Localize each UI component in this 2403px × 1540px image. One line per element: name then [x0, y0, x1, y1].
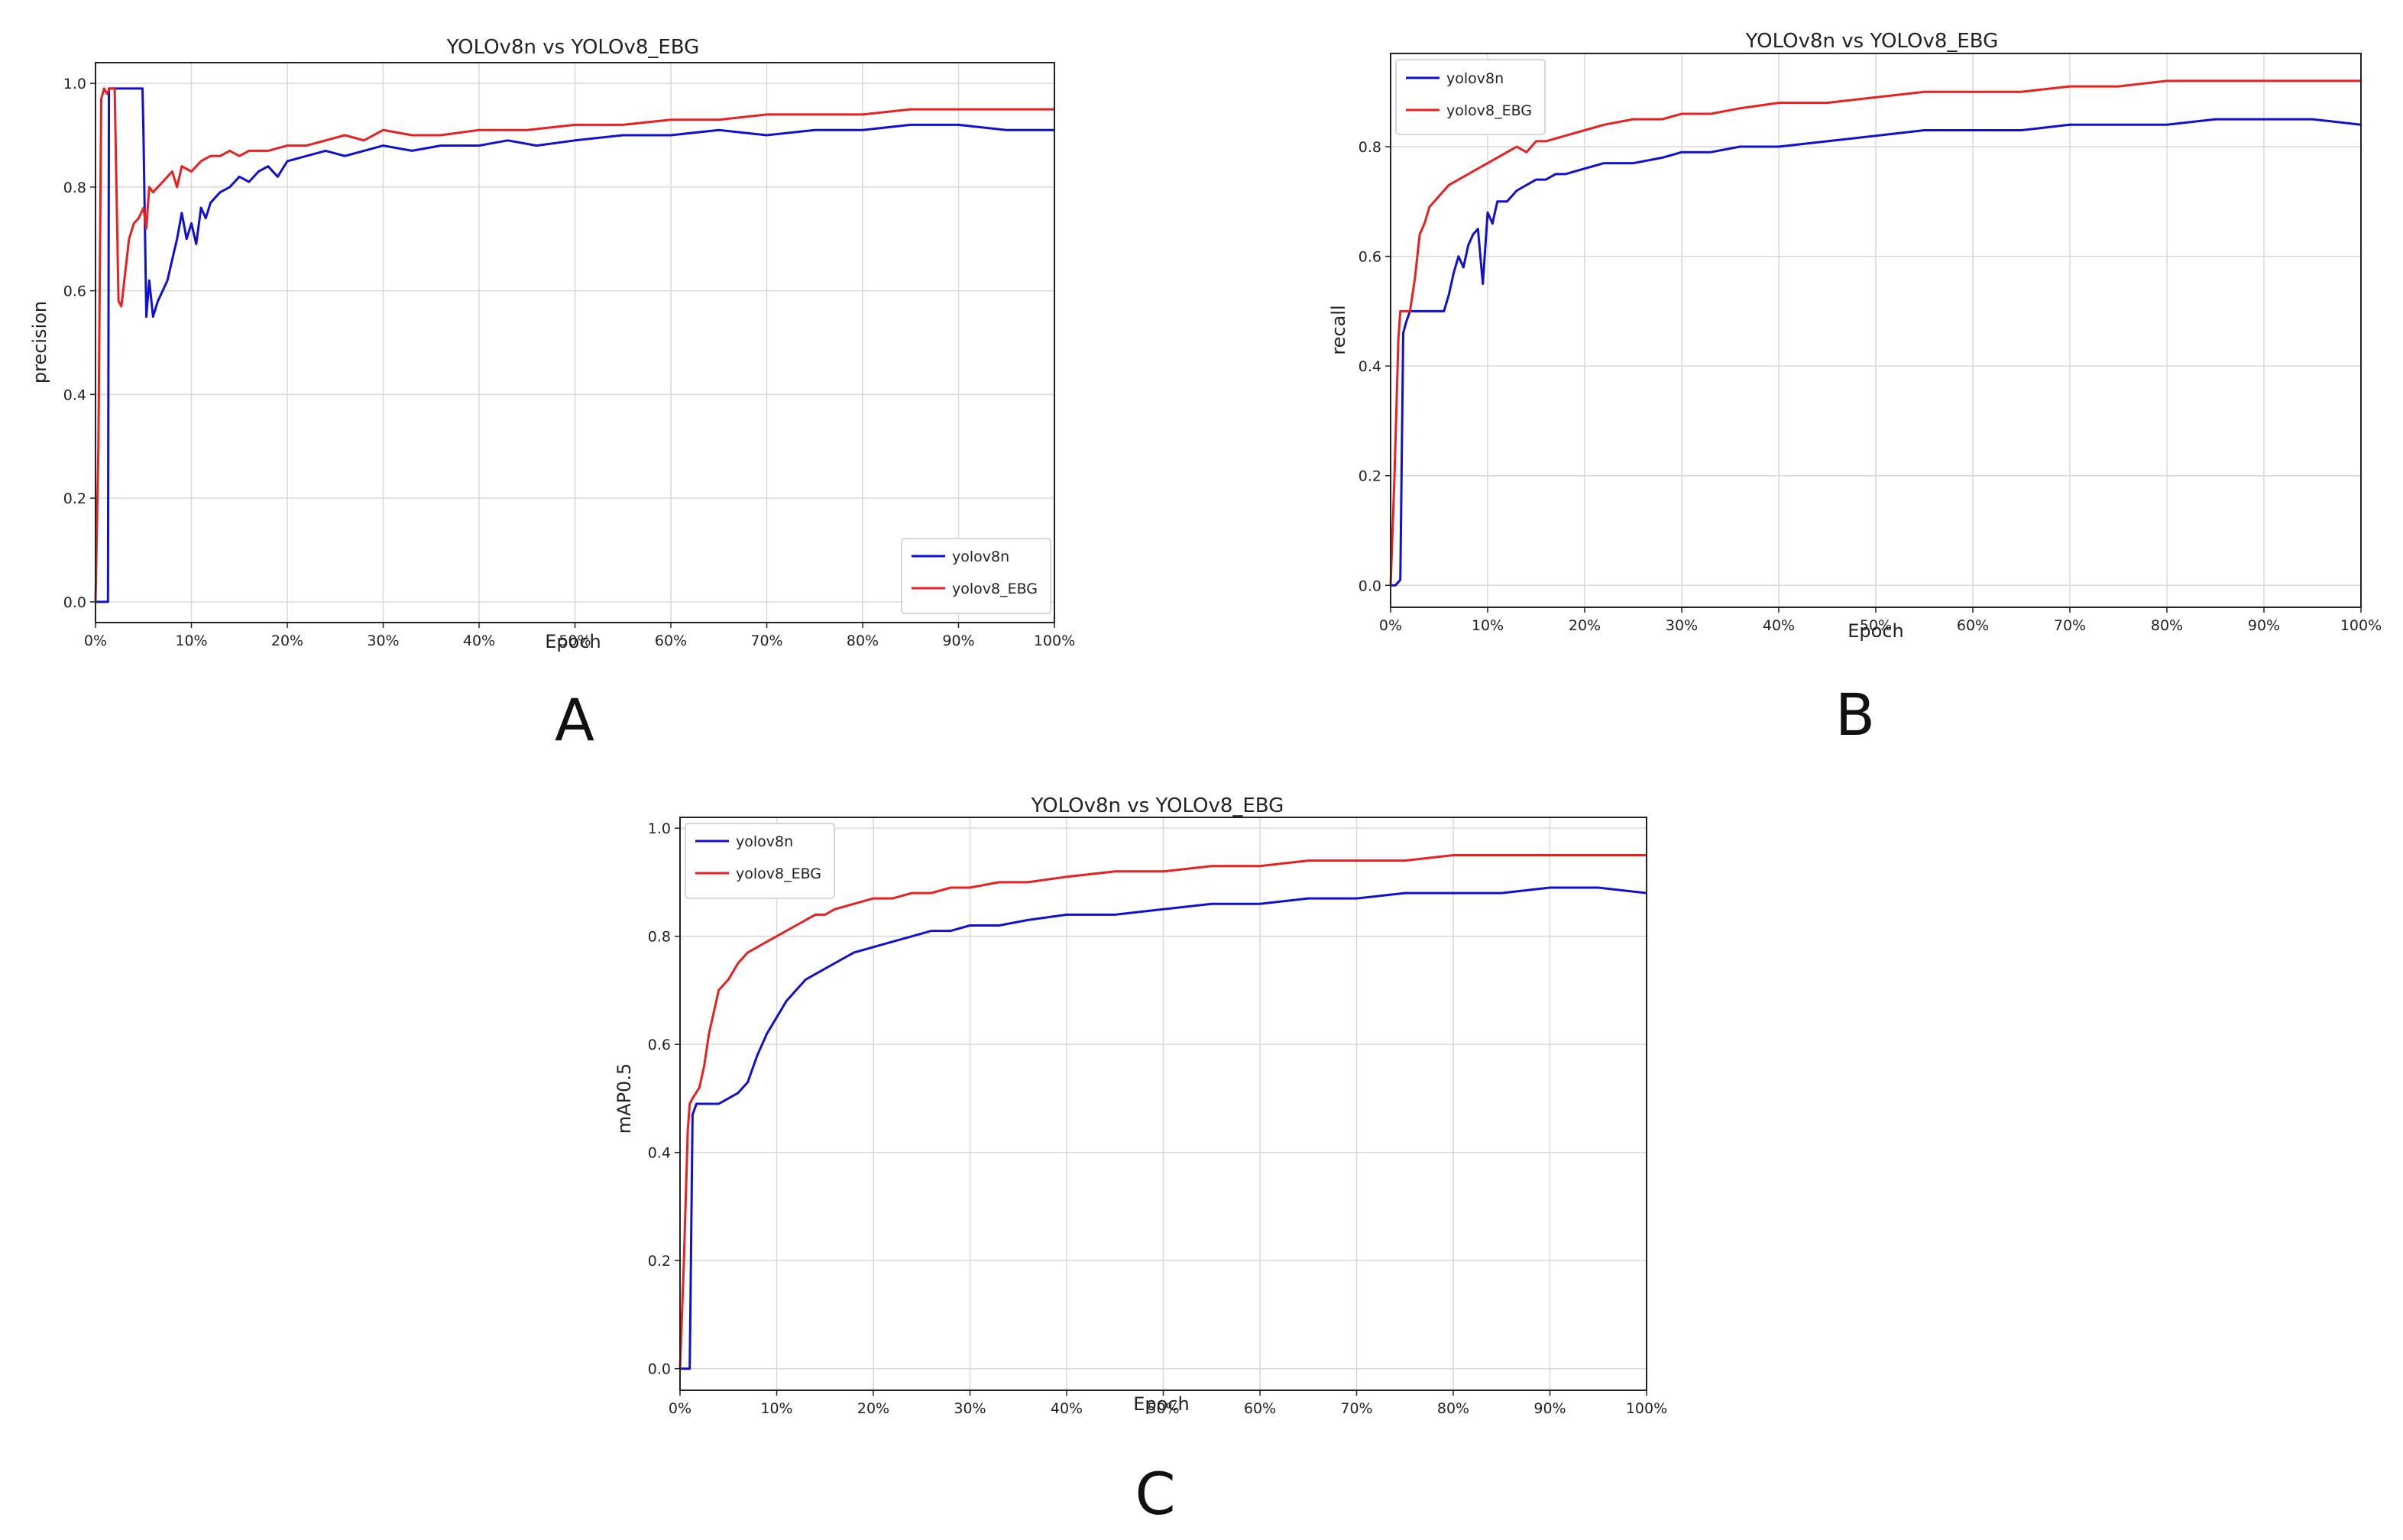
series-line-yolov8-ebg — [1389, 79, 2361, 586]
chart-c-map50: YOLOv8n vs YOLOv8_EBG 0% 10% 20% 30% 40% 50% 6… — [614, 794, 1667, 1417]
y-tick-label: 0.0 — [63, 594, 86, 611]
x-tick-label: 90% — [2248, 617, 2280, 634]
chart-b-recall: YOLOv8n vs YOLOv8_EBG 0% 10% 20% 30% 40% 50% 6… — [1328, 30, 2382, 642]
x-tick-label: 40% — [463, 632, 495, 649]
y-tick-label: 0.4 — [1359, 358, 1381, 375]
y-tick-label: 0.2 — [63, 490, 86, 507]
x-tick-label: 0% — [1379, 617, 1402, 634]
series-line-yolov8n — [1391, 118, 2362, 587]
panel-label-b: B — [1835, 681, 1876, 749]
x-axis-label: Epoch — [545, 631, 601, 652]
y-tick-label: 1.0 — [648, 820, 671, 837]
y-tick-label: 0.0 — [1359, 578, 1381, 594]
y-tick-label: 0.2 — [1359, 468, 1381, 485]
panel-label-a: A — [555, 686, 594, 754]
x-tick-label: 100% — [1034, 632, 1075, 649]
plot-frame — [1390, 53, 2362, 608]
y-tick-label: 0.8 — [648, 929, 671, 946]
panel-label-c: C — [1135, 1460, 1176, 1528]
y-tick-label: 0.4 — [648, 1145, 671, 1162]
chart-title: YOLOv8n vs YOLOv8_EBG — [1745, 30, 1999, 53]
x-tick-label: 30% — [1666, 617, 1698, 634]
x-tick-label: 20% — [857, 1400, 889, 1417]
x-tick-label: 0% — [669, 1400, 691, 1417]
x-tick-label: 30% — [954, 1400, 986, 1417]
plot-frame — [95, 62, 1055, 623]
chart-a-precision: YOLOv8n vs YOLOv8_EBG 0% 10% 20% 30% 40% 50% 6… — [29, 36, 1075, 652]
x-tick-label: 80% — [847, 632, 879, 649]
x-tick-label: 20% — [1569, 617, 1601, 634]
x-tick-label: 50% — [1860, 617, 1892, 634]
x-tick-label: 90% — [1533, 1400, 1566, 1417]
y-tick-label: 0.6 — [63, 283, 86, 300]
y-axis-label: mAP0.5 — [614, 1063, 635, 1134]
x-tick-label: 10% — [175, 632, 207, 649]
y-tick-label: 1.0 — [63, 76, 86, 92]
y-tick-label: 0.8 — [63, 180, 86, 196]
legend-label-yolov8n: yolov8n — [1446, 70, 1504, 87]
y-tick-label: 0.0 — [648, 1361, 671, 1378]
legend: yolov8n yolov8_EBG — [901, 538, 1051, 614]
series-line-yolov8-ebg — [678, 854, 1647, 1369]
x-tick-label: 70% — [1340, 1400, 1372, 1417]
x-tick-label: 40% — [1051, 1400, 1083, 1417]
legend-label-yolov8n: yolov8n — [952, 548, 1009, 565]
x-tick-label: 60% — [1957, 617, 1989, 634]
legend: yolov8n yolov8_EBG — [685, 823, 835, 899]
plot-frame — [679, 817, 1647, 1391]
x-tick-label: 50% — [1147, 1400, 1179, 1417]
series-line-yolov8n — [680, 886, 1647, 1370]
chart-title: YOLOv8n vs YOLOv8_EBG — [446, 36, 700, 59]
x-tick-label: 80% — [1437, 1400, 1469, 1417]
x-tick-label: 70% — [2054, 617, 2086, 634]
legend-label-yolov8-ebg: yolov8_EBG — [1446, 102, 1532, 119]
y-axis-label: recall — [1328, 305, 1349, 354]
legend-label-yolov8-ebg: yolov8_EBG — [736, 865, 821, 882]
legend-label-yolov8n: yolov8n — [736, 833, 793, 850]
x-tick-label: 60% — [1244, 1400, 1276, 1417]
y-tick-label: 0.6 — [648, 1037, 671, 1053]
series-line-yolov8-ebg — [94, 87, 1054, 602]
x-tick-label: 0% — [84, 632, 107, 649]
x-tick-label: 30% — [367, 632, 399, 649]
legend-label-yolov8-ebg: yolov8_EBG — [952, 581, 1038, 597]
y-tick-label: 0.2 — [648, 1253, 671, 1270]
x-tick-label: 60% — [655, 632, 687, 649]
y-tick-label: 0.8 — [1359, 139, 1381, 156]
legend: yolov8n yolov8_EBG — [1395, 59, 1546, 135]
x-tick-label: 70% — [750, 632, 782, 649]
chart-title: YOLOv8n vs YOLOv8_EBG — [1031, 794, 1284, 817]
x-tick-label: 100% — [1626, 1400, 1667, 1417]
x-axis-label: Epoch — [1133, 1393, 1190, 1415]
y-tick-label: 0.4 — [63, 387, 86, 403]
x-tick-label: 10% — [1472, 617, 1504, 634]
x-tick-label: 20% — [271, 632, 303, 649]
x-tick-label: 10% — [760, 1400, 792, 1417]
x-tick-label: 40% — [1763, 617, 1795, 634]
x-tick-label: 90% — [942, 632, 974, 649]
series-line-yolov8n — [96, 87, 1054, 603]
y-tick-label: 0.6 — [1359, 249, 1381, 266]
x-tick-label: 80% — [2151, 617, 2183, 634]
x-tick-label: 50% — [559, 632, 591, 649]
y-axis-label: precision — [29, 301, 50, 383]
x-tick-label: 100% — [2340, 617, 2382, 634]
x-axis-label: Epoch — [1848, 620, 1904, 642]
